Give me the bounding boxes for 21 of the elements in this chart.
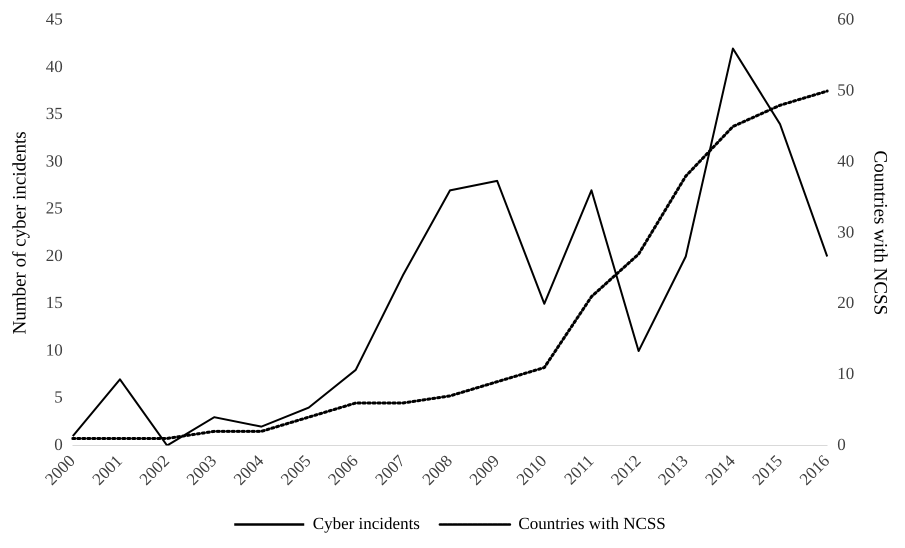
y-tick-label: 40 [46,56,63,76]
y-tick-label: 35 [46,104,63,124]
y-tick-label: 45 [46,10,63,29]
y2-tick-label: 0 [837,435,846,454]
y-tick-label: 15 [46,293,63,312]
y-tick-label: 10 [46,340,63,360]
legend-label: Countries with NCSS [518,514,666,533]
y-tick-label: 20 [46,246,63,265]
y-tick-label: 5 [54,388,63,407]
y2-tick-label: 10 [837,364,854,384]
y2-tick-label: 20 [837,293,854,312]
y-tick-label: 0 [54,435,63,454]
legend-label: Cyber incidents [312,514,420,533]
y-axis-title: Number of cyber incidents [9,131,30,334]
y2-tick-label: 40 [837,151,854,170]
y2-tick-label: 60 [837,10,854,29]
y2-tick-label: 50 [837,80,854,100]
y2-tick-label: 30 [837,222,854,242]
y-tick-label: 25 [46,198,63,218]
y-tick-label: 30 [46,151,63,170]
y2-axis-title: Countries with NCSS [870,150,891,316]
